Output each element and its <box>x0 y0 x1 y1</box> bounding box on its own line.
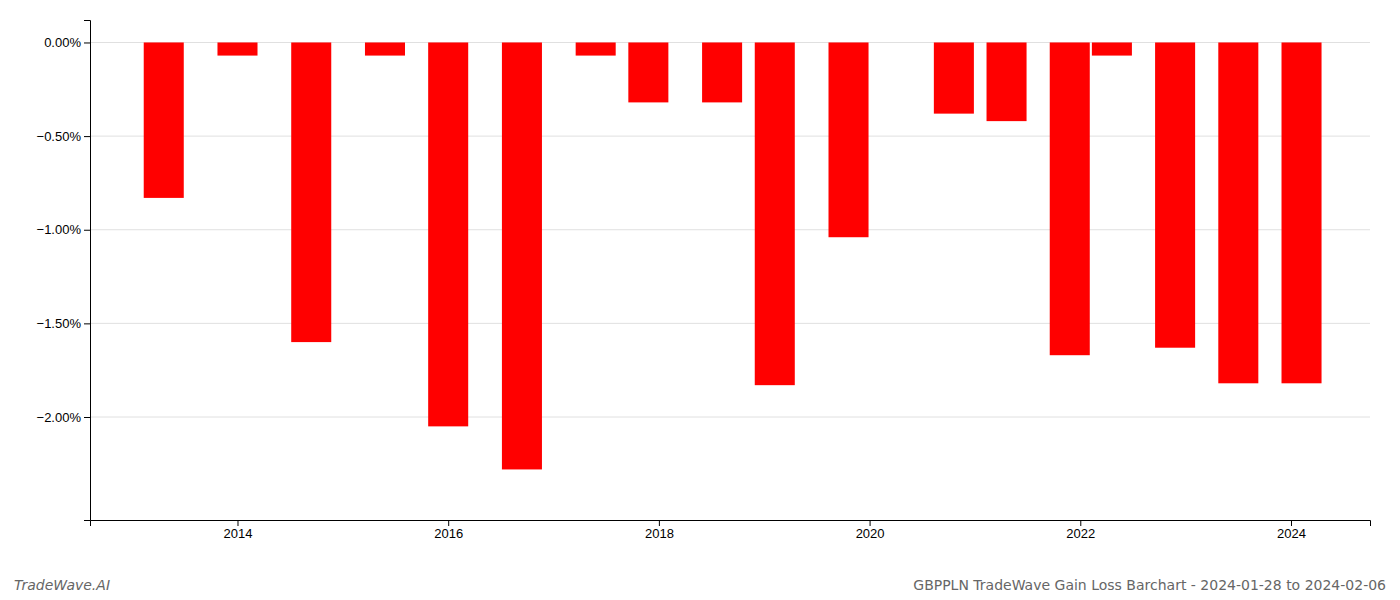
bar <box>829 42 869 237</box>
footer-right: GBPPLN TradeWave Gain Loss Barchart - 20… <box>913 577 1386 593</box>
y-tick: −2.00% <box>37 410 90 425</box>
chart: 0.00%−0.50%−1.00%−1.50%−2.00%20142016201… <box>0 0 1400 600</box>
y-tick: −0.50% <box>37 129 90 144</box>
x-tick: 2014 <box>224 520 253 541</box>
y-tick-label: −2.00% <box>37 410 82 425</box>
bar <box>1282 42 1322 383</box>
x-tick-mark <box>448 520 449 526</box>
bar <box>1155 42 1195 347</box>
x-tick-label: 2014 <box>224 526 253 541</box>
bar <box>1092 42 1132 55</box>
y-axis: 0.00% −0.50% −1.00% −1.50% −2.00% <box>37 21 91 521</box>
x-tick: 2018 <box>645 520 674 541</box>
y-tick-mark <box>84 136 90 137</box>
y-tick-mark <box>84 323 90 324</box>
y-tick-label: −1.50% <box>37 316 82 331</box>
y-tick: −1.50% <box>37 316 90 331</box>
x-tick-label: 2024 <box>1277 526 1306 541</box>
y-tick: 0.00% <box>44 35 90 50</box>
x-axis: 2014 2016 2018 2020 2022 2024 <box>91 520 1371 541</box>
x-tick: 2024 <box>1277 520 1306 541</box>
grid <box>90 42 1370 417</box>
x-tick-label: 2022 <box>1066 526 1095 541</box>
y-tick-label: −0.50% <box>37 129 82 144</box>
y-axis-line <box>84 21 91 521</box>
x-tick-label: 2020 <box>856 526 885 541</box>
bar <box>1050 42 1090 355</box>
bar <box>502 42 542 469</box>
x-tick: 2016 <box>434 520 463 541</box>
x-tick: 2020 <box>856 520 885 541</box>
x-tick-mark <box>659 520 660 526</box>
bar <box>144 42 184 197</box>
x-tick-mark <box>237 520 238 526</box>
x-tick-label: 2016 <box>434 526 463 541</box>
y-tick-mark <box>84 42 90 43</box>
bar <box>934 42 974 113</box>
bar <box>628 42 668 102</box>
y-tick-label: −1.00% <box>37 222 82 237</box>
x-tick: 2022 <box>1066 520 1095 541</box>
y-tick-mark <box>84 417 90 418</box>
bar <box>1218 42 1258 383</box>
bar <box>217 42 257 55</box>
x-tick-mark <box>870 520 871 526</box>
bar <box>576 42 616 55</box>
bar <box>428 42 468 426</box>
bar <box>755 42 795 385</box>
bar <box>702 42 742 102</box>
bars <box>144 42 1322 469</box>
x-tick-label: 2018 <box>645 526 674 541</box>
footer-left: TradeWave.AI <box>14 577 110 593</box>
bar <box>365 42 405 55</box>
x-tick-mark <box>1291 520 1292 526</box>
x-tick-mark <box>1080 520 1081 526</box>
grid-line <box>90 417 1370 418</box>
bar <box>291 42 331 342</box>
x-axis-line <box>91 521 1371 527</box>
y-tick: −1.00% <box>37 222 90 237</box>
y-tick-mark <box>84 230 90 231</box>
y-tick-label: 0.00% <box>44 35 81 50</box>
bar <box>987 42 1027 121</box>
